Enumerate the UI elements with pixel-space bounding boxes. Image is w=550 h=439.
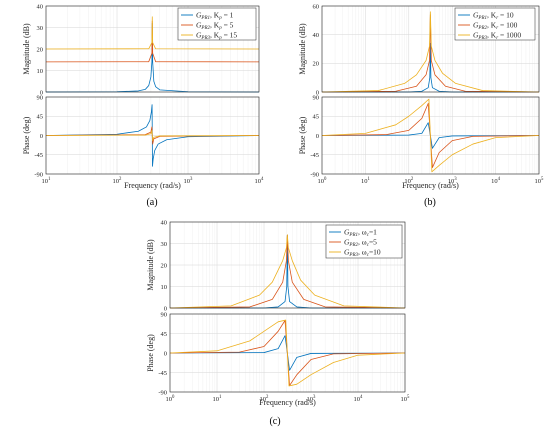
y-tick-label: 40 [161,219,168,226]
y-tick-label: -90 [158,389,167,396]
y-tick-label: -45 [310,152,319,159]
panel-label: (b) [424,197,436,208]
y-tick-label: 0 [164,350,167,357]
y-axis-label: Phase (deg) [298,116,307,154]
y-tick-label: 40 [37,3,44,10]
x-tick-label: 103 [448,177,458,185]
x-axis-label: Frequency (rad/s) [402,181,459,190]
y-axis-label: Magnitude (dB) [146,239,155,291]
y-tick-label: 40 [313,32,320,39]
axes-box [321,96,540,175]
panel-label: (c) [269,416,280,427]
legend-entry: GPR1, Kp = 1 [196,11,234,22]
y-tick-label: 45 [313,114,320,121]
x-tick-label: 102 [260,395,270,403]
panel-3-phase-axes: 100 101 102 103 104 105 -90 -45 0 45 90 Phase (deg) [146,311,410,403]
y-tick-label: 0 [164,305,167,312]
series-line-3 [169,319,406,387]
y-tick-label: -90 [34,171,43,178]
axes-box [169,221,406,309]
x-tick-label: 105 [535,177,545,185]
panel-2-phase-axes: 100 101 102 103 104 105 -90 -45 0 45 90 Phase (deg) [298,94,544,185]
y-tick-label: 10 [37,68,44,75]
axes-box [169,313,406,393]
x-tick-label: 101 [361,177,371,185]
y-tick-label: 30 [161,241,168,248]
legend-entry: GPR2, Kr = 100 [473,21,518,32]
y-tick-label: 20 [161,262,168,269]
legend-entry: GPR2, ωc=5 [344,238,377,249]
x-tick-label: 101 [42,177,52,185]
x-tick-label: 100 [166,395,176,403]
x-tick-label: 104 [354,395,364,403]
series-line-3 [45,129,260,142]
x-tick-label: 104 [255,177,265,185]
y-tick-label: 30 [37,25,44,32]
axes-box [45,5,260,93]
y-tick-label: 60 [313,3,320,10]
legend-entry: GPR1, Kr = 10 [473,11,514,22]
axes-box [45,96,260,175]
legend-entry: GPR3, Kr = 1000 [473,31,521,42]
series-line-3 [321,98,540,173]
series-line-3 [321,11,540,93]
y-tick-label: -45 [34,152,43,159]
axes-box [321,5,540,93]
y-tick-label: 0 [316,133,319,140]
y-tick-label: 90 [37,94,44,101]
x-tick-label: 100 [318,177,328,185]
legend-box [325,224,403,259]
y-tick-label: 45 [161,331,168,338]
y-tick-label: -90 [310,171,319,178]
y-axis-label: Magnitude (dB) [298,23,307,75]
y-axis-label: Phase (deg) [22,116,31,154]
y-axis-label: Magnitude (dB) [22,23,31,75]
panel-1-phase-axes: 101 102 103 104 -90 -45 0 45 90 Phase (deg) [22,94,264,185]
legend-entry: GPR2, Kp = 5 [196,21,234,32]
y-tick-label: 0 [40,133,43,140]
x-axis-label: Frequency (rad/s) [259,398,316,407]
legend-entry: GPR1, ωc=1 [344,228,377,239]
y-tick-label: 0 [316,89,319,96]
y-axis-label: Phase (deg) [146,334,155,372]
series-line-1 [322,42,539,93]
x-tick-label: 102 [113,177,123,185]
x-tick-label: 103 [307,395,317,403]
x-axis-label: Frequency (rad/s) [124,181,181,190]
x-tick-label: 104 [491,177,501,185]
panel-label: (a) [146,197,157,208]
legend-entry: GPR3, ωc=10 [344,248,381,259]
y-tick-label: 10 [161,284,168,291]
y-tick-label: 45 [37,114,44,121]
y-tick-label: 90 [161,311,168,318]
x-tick-label: 103 [184,177,194,185]
x-tick-label: 101 [213,395,223,403]
x-tick-label: 102 [404,177,414,185]
y-tick-label: 90 [313,94,320,101]
y-tick-label: 0 [40,89,43,96]
y-tick-label: 20 [37,46,44,53]
series-line-3 [45,16,260,50]
series-line-3 [169,234,406,309]
legend-entry: GPR3, Kp = 15 [196,31,237,42]
x-tick-label: 105 [401,395,411,403]
y-tick-label: -45 [158,370,167,377]
y-tick-label: 20 [313,61,320,68]
